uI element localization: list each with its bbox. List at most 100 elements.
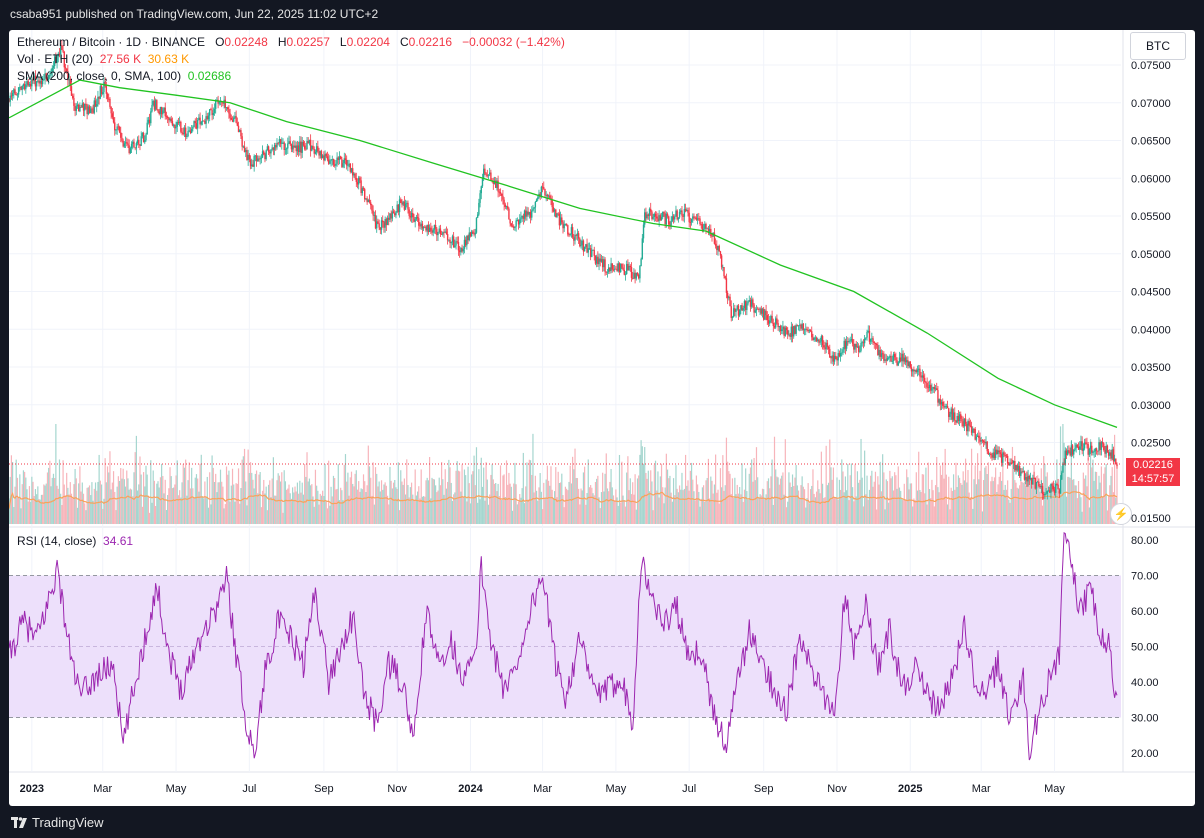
- volume-bar: [167, 495, 169, 524]
- volume-bar: [895, 475, 897, 524]
- volume-bar: [1017, 488, 1020, 524]
- volume-bar: [496, 491, 498, 524]
- volume-bar: [777, 477, 779, 524]
- volume-bar: [151, 502, 153, 524]
- volume-bar: [553, 491, 556, 524]
- candle-body: [952, 412, 955, 420]
- candle-body: [412, 212, 414, 218]
- candle-body: [972, 428, 974, 433]
- candle-body: [338, 156, 341, 160]
- volume-bar: [827, 482, 830, 524]
- volume-bar: [224, 504, 226, 524]
- volume-bar: [255, 470, 258, 524]
- candle-body: [963, 418, 966, 427]
- candle-body: [388, 217, 390, 220]
- volume-bar: [608, 491, 610, 524]
- volume-bar: [663, 503, 665, 524]
- candle-body: [1011, 462, 1014, 464]
- volume-bar: [646, 478, 648, 524]
- lightning-icon[interactable]: ⚡: [1110, 503, 1132, 525]
- tradingview-logo[interactable]: TradingView: [11, 815, 104, 830]
- candle-body: [520, 217, 522, 220]
- volume-bar: [443, 494, 445, 524]
- candle-body: [319, 151, 321, 156]
- high-label: H: [277, 35, 287, 49]
- volume-bar: [85, 510, 87, 524]
- candle-body: [1026, 477, 1028, 482]
- candle-body: [1046, 491, 1048, 494]
- volume-bar: [540, 491, 542, 524]
- volume-bar: [374, 467, 377, 524]
- volume-bar: [130, 489, 133, 524]
- candle-body: [514, 226, 516, 228]
- candle-body: [1030, 477, 1033, 485]
- candle-body: [914, 370, 916, 372]
- candle-body: [160, 106, 163, 115]
- currency-button[interactable]: BTC: [1130, 32, 1186, 60]
- candle-body: [664, 213, 666, 225]
- volume-bar: [489, 494, 491, 524]
- volume-bar: [1058, 491, 1060, 524]
- candle-body: [569, 234, 571, 236]
- chart-panel[interactable]: 0.07500 0.07000 0.06500 0.06000 0.05500 0.050…: [9, 30, 1195, 806]
- volume-bar: [951, 490, 953, 524]
- candle-body: [13, 89, 15, 93]
- volume-bar: [460, 491, 462, 524]
- candle-body: [825, 342, 827, 350]
- candle-body: [105, 85, 108, 94]
- volume-bar: [693, 491, 695, 524]
- volume-bar: [156, 483, 158, 524]
- volume-bar: [562, 495, 564, 524]
- candle-body: [551, 199, 553, 208]
- candle-body: [141, 133, 144, 137]
- candle-body: [444, 231, 446, 233]
- rsi-tick-label: 80.00: [1131, 535, 1159, 547]
- volume-bar: [672, 478, 675, 524]
- candle-body: [198, 117, 200, 121]
- candle-body: [820, 336, 823, 342]
- candle-body: [1039, 486, 1041, 488]
- candle-body: [511, 225, 514, 227]
- candle-body: [451, 236, 454, 243]
- volume-label[interactable]: Vol · ETH (20): [17, 52, 94, 66]
- candle-body: [222, 101, 224, 104]
- candle-body: [838, 353, 841, 357]
- volume-bar: [352, 483, 354, 524]
- sma-label[interactable]: SMA (200, close, 0, SMA, 100): [17, 69, 182, 83]
- candle-body: [1017, 466, 1020, 471]
- candle-body: [172, 124, 175, 126]
- candle-body: [154, 100, 157, 110]
- candle-body: [428, 227, 431, 233]
- candle-body: [1022, 471, 1024, 473]
- volume-bar: [103, 498, 105, 524]
- candle-body: [43, 78, 45, 81]
- volume-bar: [311, 484, 313, 524]
- volume-bar: [102, 508, 104, 524]
- volume-bar: [68, 494, 70, 524]
- candle-body: [577, 233, 580, 239]
- volume-bar: [901, 498, 903, 524]
- volume-bar: [921, 474, 923, 524]
- candle-body: [598, 258, 600, 265]
- candle-body: [229, 113, 231, 118]
- volume-bar: [312, 496, 314, 524]
- candle-body: [748, 300, 750, 302]
- rsi-label[interactable]: RSI (14, close): [17, 534, 97, 548]
- candle-body: [812, 337, 814, 341]
- chart-canvas[interactable]: 0.075000.070000.065000.060000.055000.050…: [9, 30, 1195, 806]
- candle-body: [982, 440, 985, 442]
- volume-bar: [1088, 507, 1090, 524]
- volume-bar: [897, 466, 899, 524]
- volume-bar: [453, 494, 455, 524]
- volume-bar: [34, 489, 37, 524]
- candle-body: [975, 436, 978, 440]
- volume-bar: [809, 489, 812, 524]
- candle-body: [263, 151, 265, 155]
- volume-bar: [602, 472, 604, 524]
- volume-bar: [1013, 463, 1015, 524]
- symbol-title[interactable]: Ethereum / Bitcoin · 1D · BINANCE: [17, 35, 206, 49]
- candle-body: [308, 139, 311, 144]
- candle-body: [359, 177, 361, 181]
- volume-bar: [870, 475, 872, 524]
- volume-bar: [480, 457, 482, 524]
